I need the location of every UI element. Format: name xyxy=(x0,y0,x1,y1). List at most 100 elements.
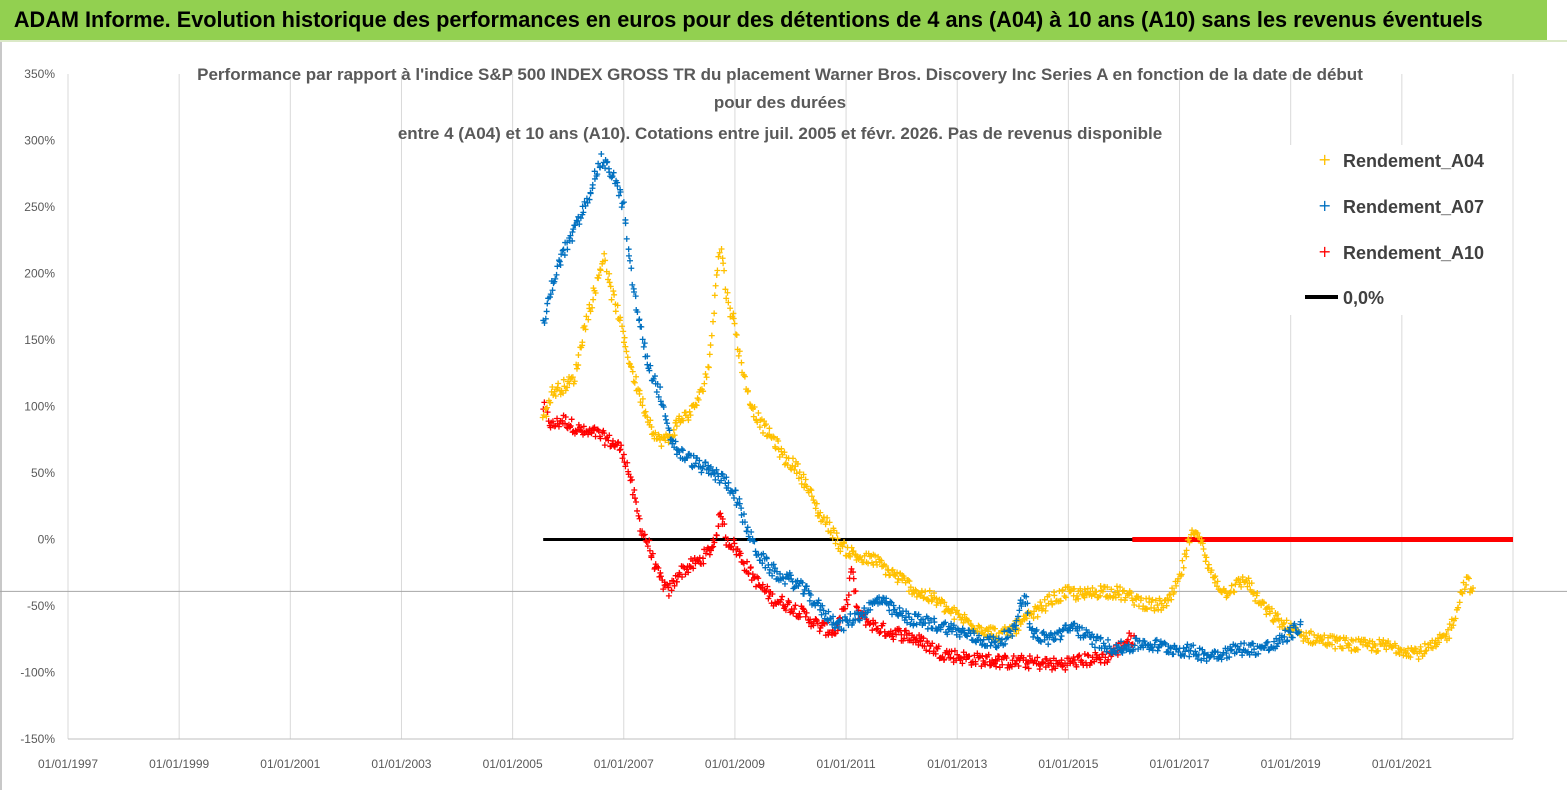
scatter-point xyxy=(646,537,653,544)
scatter-point xyxy=(543,308,550,315)
scatter-point xyxy=(1075,595,1082,602)
scatter-point xyxy=(700,388,707,395)
scatter-point xyxy=(567,422,574,429)
scatter-point xyxy=(921,594,928,601)
scatter-point xyxy=(1118,638,1125,645)
scatter-point xyxy=(1199,540,1206,547)
scatter-point xyxy=(800,590,807,597)
scatter-point xyxy=(905,588,912,595)
scatter-point xyxy=(1260,599,1267,606)
scatter-point xyxy=(702,370,709,377)
scatter-point xyxy=(751,404,758,411)
scatter-point xyxy=(1128,589,1135,596)
scatter-point xyxy=(581,198,588,205)
scatter-point xyxy=(932,650,939,657)
y-tick-label: -100% xyxy=(20,666,55,680)
scatter-point xyxy=(899,612,906,619)
scatter-point xyxy=(1007,628,1014,635)
scatter-point xyxy=(1143,605,1150,612)
scatter-point xyxy=(834,535,841,542)
scatter-point xyxy=(1319,635,1326,642)
scatter-point xyxy=(609,173,616,180)
scatter-point xyxy=(933,602,940,609)
scatter-point xyxy=(1074,592,1081,599)
scatter-point xyxy=(1079,624,1086,631)
scatter-point xyxy=(696,457,703,464)
scatter-point xyxy=(558,251,565,258)
scatter-point xyxy=(968,661,975,668)
scatter-point xyxy=(551,278,558,285)
scatter-point xyxy=(631,486,638,493)
scatter-point xyxy=(765,595,772,602)
x-tick-label: 01/01/2001 xyxy=(260,757,320,771)
scatter-point xyxy=(581,323,588,330)
scatter-point xyxy=(541,399,548,406)
legend-label-a07: Rendement_A07 xyxy=(1343,197,1484,217)
scatter-point xyxy=(781,449,788,456)
scatter-point xyxy=(1231,589,1238,596)
scatter-point xyxy=(1186,653,1193,660)
scatter-point xyxy=(760,550,767,557)
scatter-point xyxy=(1184,641,1191,648)
scatter-point xyxy=(971,630,978,637)
scatter-point xyxy=(769,572,776,579)
report-banner: ADAM Informe. Evolution historique des p… xyxy=(0,0,1547,40)
scatter-point xyxy=(731,540,738,547)
scatter-point xyxy=(917,592,924,599)
scatter-point xyxy=(941,599,948,606)
scatter-point xyxy=(707,342,714,349)
scatter-point xyxy=(1071,585,1078,592)
legend-background xyxy=(1290,145,1500,315)
scatter-point xyxy=(1464,574,1471,581)
scatter-point xyxy=(887,598,894,605)
scatter-point xyxy=(994,657,1001,664)
scatter-point xyxy=(1252,597,1259,604)
scatter-point xyxy=(1093,637,1100,644)
scatter-point xyxy=(561,252,568,259)
scatter-point xyxy=(713,532,720,539)
scatter-point xyxy=(910,620,917,627)
scatter-point xyxy=(711,470,718,477)
scatter-point xyxy=(770,433,777,440)
scatter-point xyxy=(766,425,773,432)
scatter-point xyxy=(649,550,656,557)
scatter-point xyxy=(569,237,576,244)
scatter-point xyxy=(865,560,872,567)
scatter-point xyxy=(686,408,693,415)
scatter-point xyxy=(890,636,897,643)
scatter-point xyxy=(700,463,707,470)
scatter-point xyxy=(1273,643,1280,650)
scatter-point xyxy=(684,454,691,461)
scatter-point xyxy=(622,220,629,227)
scatter-point xyxy=(568,416,575,423)
scatter-point xyxy=(626,360,633,367)
scatter-point xyxy=(1081,594,1088,601)
scatter-point xyxy=(566,424,573,431)
scatter-point xyxy=(1013,630,1020,637)
scatter-point xyxy=(730,315,737,322)
scatter-point xyxy=(671,432,678,439)
scatter-point xyxy=(791,605,798,612)
scatter-point xyxy=(619,455,626,462)
scatter-point xyxy=(573,365,580,372)
scatter-point xyxy=(951,647,958,654)
x-tick-label: 01/01/2013 xyxy=(927,757,987,771)
scatter-point xyxy=(735,352,742,359)
y-tick-label: 200% xyxy=(24,267,55,281)
scatter-point xyxy=(1183,547,1190,554)
scatter-point xyxy=(655,393,662,400)
scatter-point xyxy=(1040,628,1047,635)
scatter-point xyxy=(542,315,549,322)
scatter-point xyxy=(790,610,797,617)
scatter-point xyxy=(770,561,777,568)
scatter-point xyxy=(801,586,808,593)
scatter-point xyxy=(741,373,748,380)
scatter-point xyxy=(622,343,629,350)
scatter-point xyxy=(617,446,624,453)
x-tick-label: 01/01/1999 xyxy=(149,757,209,771)
scatter-point xyxy=(718,246,725,253)
scatter-point xyxy=(1450,622,1457,629)
scatter-point xyxy=(905,610,912,617)
scatter-point xyxy=(1057,636,1064,643)
